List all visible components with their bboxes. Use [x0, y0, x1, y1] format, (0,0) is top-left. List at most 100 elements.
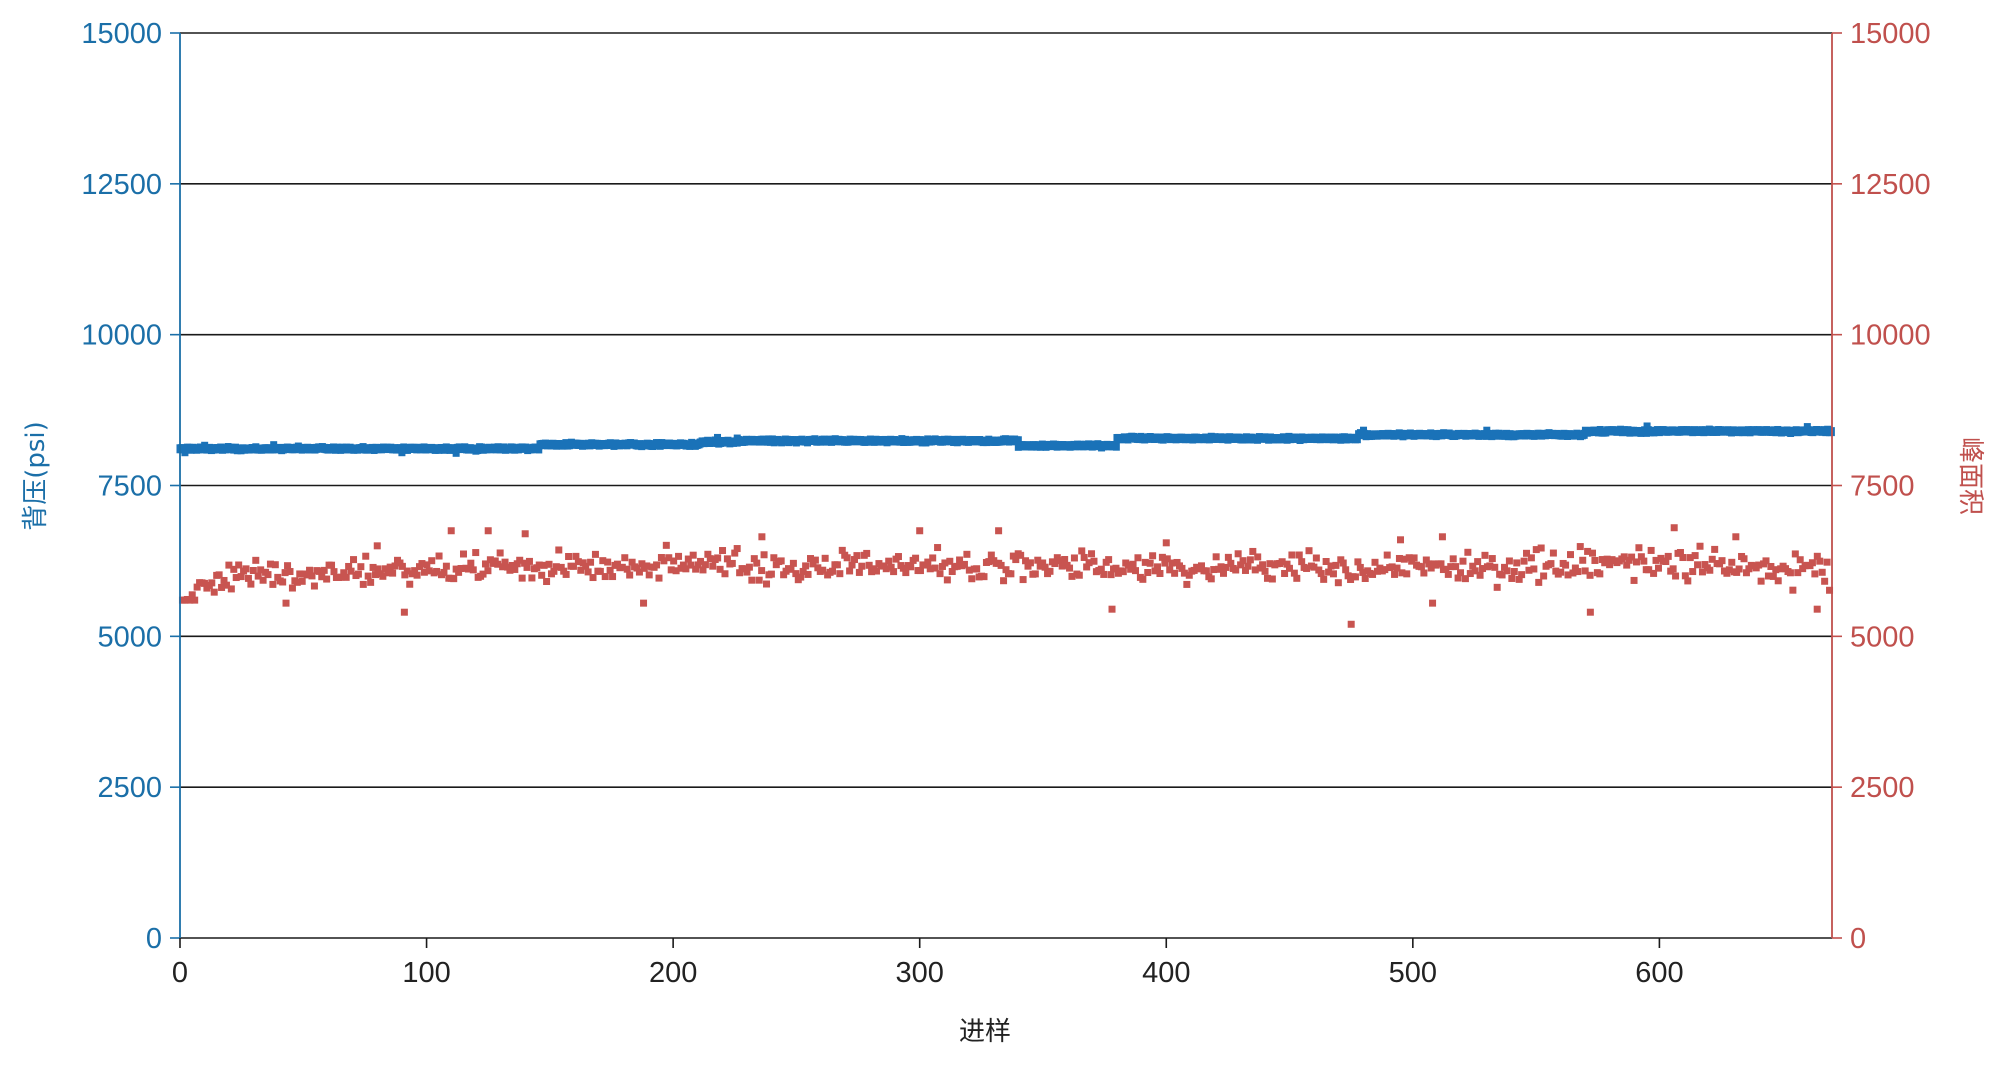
- peak-area-point: [1491, 563, 1499, 571]
- peak-area-point: [833, 561, 841, 569]
- back-pressure-series: [176, 422, 1835, 457]
- peak-area-point: [1764, 572, 1772, 580]
- peak-area-point: [1742, 569, 1750, 577]
- peak-area-point: [758, 533, 766, 541]
- peak-area-point: [1518, 571, 1526, 579]
- peak-area-point: [215, 571, 223, 579]
- peak-area-point: [728, 559, 736, 567]
- peak-area-point: [401, 571, 409, 579]
- peak-area-point: [1127, 565, 1135, 573]
- peak-area-point: [1510, 568, 1518, 576]
- peak-area-point: [577, 566, 585, 574]
- peak-area-point: [843, 554, 851, 562]
- peak-area-point: [780, 571, 788, 579]
- peak-area-point: [435, 552, 443, 560]
- peak-area-point: [721, 570, 729, 578]
- peak-area-point: [1684, 577, 1692, 585]
- peak-area-point: [621, 554, 629, 562]
- peak-area-point: [467, 559, 475, 567]
- peak-area-point: [220, 576, 228, 584]
- peak-area-point: [635, 568, 643, 576]
- peak-area-point: [450, 575, 458, 583]
- peak-area-point: [242, 565, 250, 573]
- left-tick-label-12500: 12500: [81, 169, 162, 201]
- peak-area-point: [1647, 546, 1655, 554]
- peak-area-point: [342, 573, 350, 581]
- peak-area-point: [599, 557, 607, 565]
- peak-area-point: [601, 573, 609, 581]
- peak-area-point: [1530, 565, 1538, 573]
- peak-area-point: [1464, 548, 1472, 556]
- peak-area-point: [359, 580, 367, 588]
- peak-area-point: [330, 568, 338, 576]
- peak-area-point: [1009, 552, 1017, 560]
- peak-area-point: [855, 568, 863, 576]
- peak-area-point: [926, 565, 934, 573]
- peak-area-point: [1821, 577, 1829, 585]
- peak-area-point: [902, 569, 910, 577]
- x-tick-label-600: 600: [1635, 957, 1683, 989]
- peak-area-point: [960, 560, 968, 568]
- peak-area-point: [638, 560, 646, 568]
- peak-area-point: [455, 568, 463, 576]
- peak-area-point: [1640, 557, 1648, 565]
- peak-area-point: [1532, 546, 1540, 554]
- peak-area-point: [821, 554, 829, 562]
- peak-area-point: [1383, 551, 1391, 559]
- peak-area-point: [286, 568, 294, 576]
- peak-area-point: [516, 556, 524, 564]
- peak-area-point: [1080, 553, 1088, 561]
- peak-area-point: [540, 561, 548, 569]
- peak-area-point: [980, 573, 988, 581]
- peak-area-point: [890, 568, 898, 576]
- peak-area-point: [464, 565, 472, 573]
- peak-area-point: [1479, 565, 1487, 573]
- peak-area-point: [1437, 560, 1445, 568]
- peak-area-point: [1017, 551, 1025, 559]
- peak-area-point: [1476, 571, 1484, 579]
- peak-area-point: [406, 580, 414, 588]
- peak-area-point: [1393, 564, 1401, 572]
- peak-area-point: [254, 572, 262, 580]
- peak-area-point: [1232, 566, 1240, 574]
- peak-area-point: [672, 567, 680, 575]
- peak-area-point: [284, 562, 292, 570]
- peak-area-point: [885, 557, 893, 565]
- peak-area-point: [1070, 554, 1078, 562]
- peak-area-point: [1513, 559, 1521, 567]
- peak-area-point: [613, 560, 621, 568]
- peak-area-point: [1718, 557, 1726, 565]
- peak-area-point: [643, 562, 651, 570]
- gridlines: [180, 32, 1832, 788]
- peak-area-point: [916, 527, 924, 535]
- peak-area-point: [777, 557, 785, 565]
- peak-area-point: [1796, 556, 1804, 564]
- peak-area-point: [403, 567, 411, 575]
- peak-area-point: [1344, 572, 1352, 580]
- peak-area-point: [850, 556, 858, 564]
- peak-area-point: [1391, 570, 1399, 578]
- peak-area-point: [1144, 569, 1152, 577]
- peak-area-point: [1268, 575, 1276, 583]
- peak-area-point: [1696, 542, 1704, 550]
- peak-area-point: [264, 571, 272, 579]
- peak-area-point: [1241, 566, 1249, 574]
- peak-area-point: [936, 570, 944, 578]
- peak-area-point: [1689, 568, 1697, 576]
- peak-area-point: [523, 563, 531, 571]
- peak-area-point: [943, 576, 951, 584]
- peak-area-point: [1652, 556, 1660, 564]
- peak-area-point: [618, 563, 626, 571]
- peak-area-point: [1351, 573, 1359, 581]
- peak-area-point: [1210, 566, 1218, 574]
- peak-area-point: [987, 551, 995, 559]
- peak-area-point: [1310, 563, 1318, 571]
- peak-area-point: [973, 565, 981, 573]
- peak-area-point: [257, 566, 265, 574]
- peak-area-point: [1757, 577, 1765, 585]
- peak-area-point: [865, 561, 873, 569]
- peak-area-point: [1161, 559, 1169, 567]
- peak-area-point: [763, 580, 771, 588]
- peak-area-point: [479, 570, 487, 578]
